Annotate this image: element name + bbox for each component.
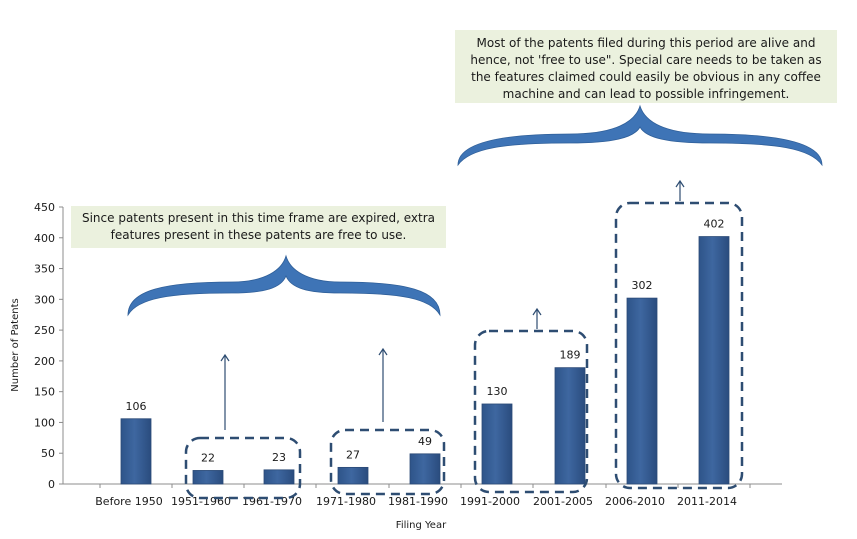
x-tick-label: 2006-2010 — [605, 495, 665, 508]
top-annotation-note: Most of the patents filed during this pe… — [455, 30, 837, 103]
bar-value-label: 189 — [560, 349, 581, 362]
arrow-head — [220, 353, 230, 362]
y-tick-label: 250 — [34, 324, 55, 337]
y-tick-label: 0 — [48, 478, 55, 491]
bar-value-label: 302 — [632, 279, 653, 292]
y-tick-label: 100 — [34, 416, 55, 429]
group-box — [614, 201, 744, 490]
x-tick-label: 2001-2005 — [533, 495, 593, 508]
x-tick-label: 2011-2014 — [677, 495, 737, 508]
bar — [192, 470, 224, 485]
y-axis-title: Number of Patents — [10, 298, 21, 391]
x-tick-label: 1991-2000 — [460, 495, 520, 508]
bar — [120, 418, 152, 485]
bar-value-label: 106 — [126, 400, 147, 413]
x-tick-label: 1971-1980 — [316, 495, 376, 508]
bar — [263, 469, 295, 485]
x-tick-label: Before 1950 — [95, 495, 162, 508]
arrow-head — [378, 347, 388, 356]
bar-value-label: 22 — [201, 451, 215, 464]
bar — [409, 453, 441, 485]
x-tick-label: 1981-1990 — [388, 495, 448, 508]
bar-value-label: 402 — [704, 218, 725, 231]
top-curly-brace — [457, 104, 823, 167]
bar-value-label: 49 — [418, 435, 432, 448]
bar — [481, 403, 513, 485]
group-box — [329, 428, 446, 496]
left-annotation-note: Since patents present in this time frame… — [71, 206, 446, 248]
group-box — [184, 436, 302, 500]
y-tick-label: 150 — [34, 386, 55, 399]
x-axis-title: Filing Year — [396, 520, 447, 531]
y-tick-label: 450 — [34, 201, 55, 214]
y-tick-label: 200 — [34, 355, 55, 368]
bar — [698, 236, 730, 485]
bar — [626, 297, 658, 485]
bar — [554, 367, 586, 485]
x-tick-label: 1961-1970 — [242, 495, 302, 508]
y-tick-label: 350 — [34, 263, 55, 276]
arrow-head — [532, 307, 542, 316]
y-tick-label: 300 — [34, 293, 55, 306]
bar-value-label: 23 — [272, 451, 286, 464]
left-curly-brace — [127, 254, 441, 317]
group-box — [473, 329, 589, 494]
bar — [337, 466, 369, 485]
bar-value-label: 130 — [487, 385, 508, 398]
arrow-head — [675, 179, 685, 188]
y-tick-label: 50 — [41, 447, 55, 460]
y-tick-label: 400 — [34, 232, 55, 245]
bar-value-label: 27 — [346, 448, 360, 461]
